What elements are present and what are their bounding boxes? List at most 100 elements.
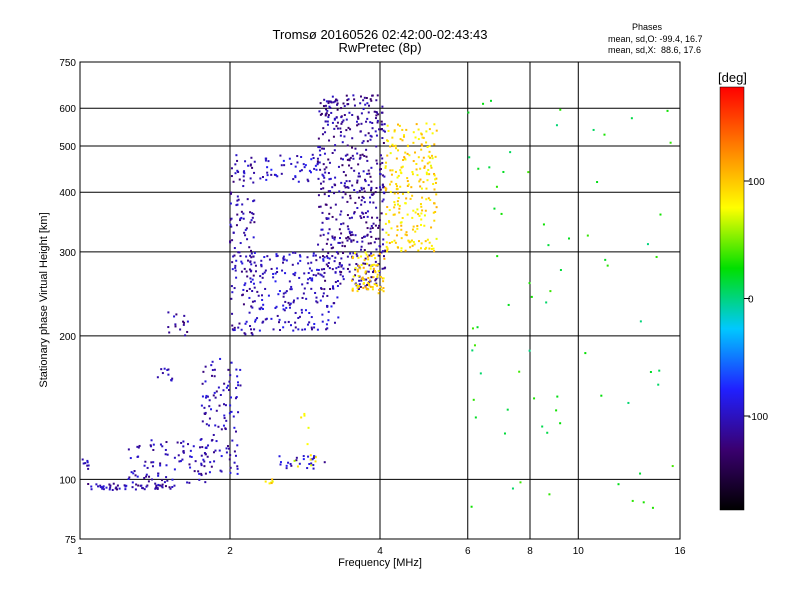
data-point bbox=[228, 447, 231, 450]
data-point bbox=[299, 255, 302, 258]
data-point bbox=[218, 404, 221, 407]
data-point bbox=[423, 214, 426, 217]
data-point bbox=[168, 486, 171, 489]
data-point bbox=[288, 280, 291, 283]
data-point bbox=[307, 426, 310, 429]
data-point bbox=[213, 368, 216, 371]
data-point bbox=[348, 217, 351, 220]
data-point bbox=[321, 313, 324, 316]
data-point bbox=[332, 287, 335, 290]
data-point bbox=[430, 244, 433, 247]
data-point bbox=[359, 215, 362, 218]
data-point bbox=[243, 284, 246, 287]
data-point bbox=[183, 321, 186, 324]
data-point bbox=[341, 121, 344, 124]
data-point bbox=[336, 99, 339, 102]
data-point bbox=[283, 164, 286, 167]
data-point bbox=[338, 190, 341, 193]
data-point bbox=[182, 320, 185, 323]
data-point bbox=[301, 283, 304, 286]
data-point bbox=[266, 174, 269, 177]
data-point bbox=[154, 486, 157, 489]
data-point bbox=[407, 191, 410, 194]
data-point bbox=[367, 242, 370, 245]
data-point bbox=[243, 231, 246, 234]
data-point bbox=[366, 283, 369, 286]
data-point bbox=[393, 206, 396, 209]
data-point bbox=[396, 176, 399, 179]
data-point bbox=[415, 168, 418, 171]
colorbar-label: [deg] bbox=[718, 70, 747, 85]
data-point bbox=[375, 237, 378, 240]
data-point bbox=[380, 120, 383, 123]
data-point bbox=[374, 224, 377, 227]
data-point bbox=[200, 464, 203, 467]
data-point bbox=[326, 265, 329, 268]
data-point bbox=[146, 466, 149, 469]
data-point bbox=[225, 447, 228, 450]
data-point bbox=[367, 270, 370, 273]
data-point bbox=[351, 278, 354, 281]
data-point bbox=[592, 128, 595, 131]
data-point bbox=[364, 257, 367, 260]
data-point bbox=[303, 166, 306, 169]
data-point bbox=[320, 287, 323, 290]
data-point bbox=[84, 462, 87, 465]
data-point bbox=[259, 281, 262, 284]
data-point bbox=[300, 155, 303, 158]
data-point bbox=[108, 483, 111, 486]
data-point bbox=[253, 286, 256, 289]
data-point bbox=[230, 225, 233, 228]
data-point bbox=[303, 272, 306, 275]
data-point bbox=[427, 168, 430, 171]
data-point bbox=[203, 451, 206, 454]
data-point bbox=[349, 128, 352, 131]
data-point bbox=[348, 158, 351, 161]
data-point bbox=[232, 255, 235, 258]
data-point bbox=[207, 424, 210, 427]
data-point bbox=[321, 133, 324, 136]
data-point bbox=[414, 211, 417, 214]
data-point bbox=[207, 444, 210, 447]
data-point bbox=[379, 168, 382, 171]
data-point bbox=[82, 462, 85, 465]
data-point bbox=[318, 146, 321, 149]
data-point bbox=[368, 284, 371, 287]
data-point bbox=[228, 380, 231, 383]
data-point bbox=[360, 217, 363, 220]
data-point bbox=[282, 255, 285, 258]
data-point bbox=[350, 279, 353, 282]
data-point bbox=[375, 145, 378, 148]
data-point bbox=[381, 228, 384, 231]
data-point bbox=[290, 285, 293, 288]
data-point bbox=[156, 487, 159, 490]
data-point bbox=[303, 287, 306, 290]
data-point bbox=[140, 484, 143, 487]
data-point bbox=[295, 459, 298, 462]
data-point bbox=[205, 394, 208, 397]
data-point bbox=[287, 301, 290, 304]
data-point bbox=[327, 319, 330, 322]
data-point bbox=[241, 294, 244, 297]
data-point bbox=[251, 212, 254, 215]
data-point bbox=[411, 228, 414, 231]
data-point bbox=[376, 263, 379, 266]
data-point bbox=[315, 300, 318, 303]
data-point bbox=[125, 484, 128, 487]
data-point bbox=[422, 136, 425, 139]
data-point bbox=[366, 117, 369, 120]
data-point bbox=[357, 256, 360, 259]
data-point bbox=[146, 484, 149, 487]
data-point bbox=[282, 159, 285, 162]
data-point bbox=[319, 102, 322, 105]
data-point bbox=[317, 194, 320, 197]
data-point bbox=[296, 465, 299, 468]
data-point bbox=[400, 166, 403, 169]
data-point bbox=[382, 198, 385, 201]
data-point bbox=[279, 461, 282, 464]
data-point bbox=[345, 129, 348, 132]
x-axis: 1 2 4 6 8 10 16 bbox=[77, 546, 686, 557]
data-point bbox=[336, 280, 339, 283]
data-point bbox=[243, 170, 246, 173]
